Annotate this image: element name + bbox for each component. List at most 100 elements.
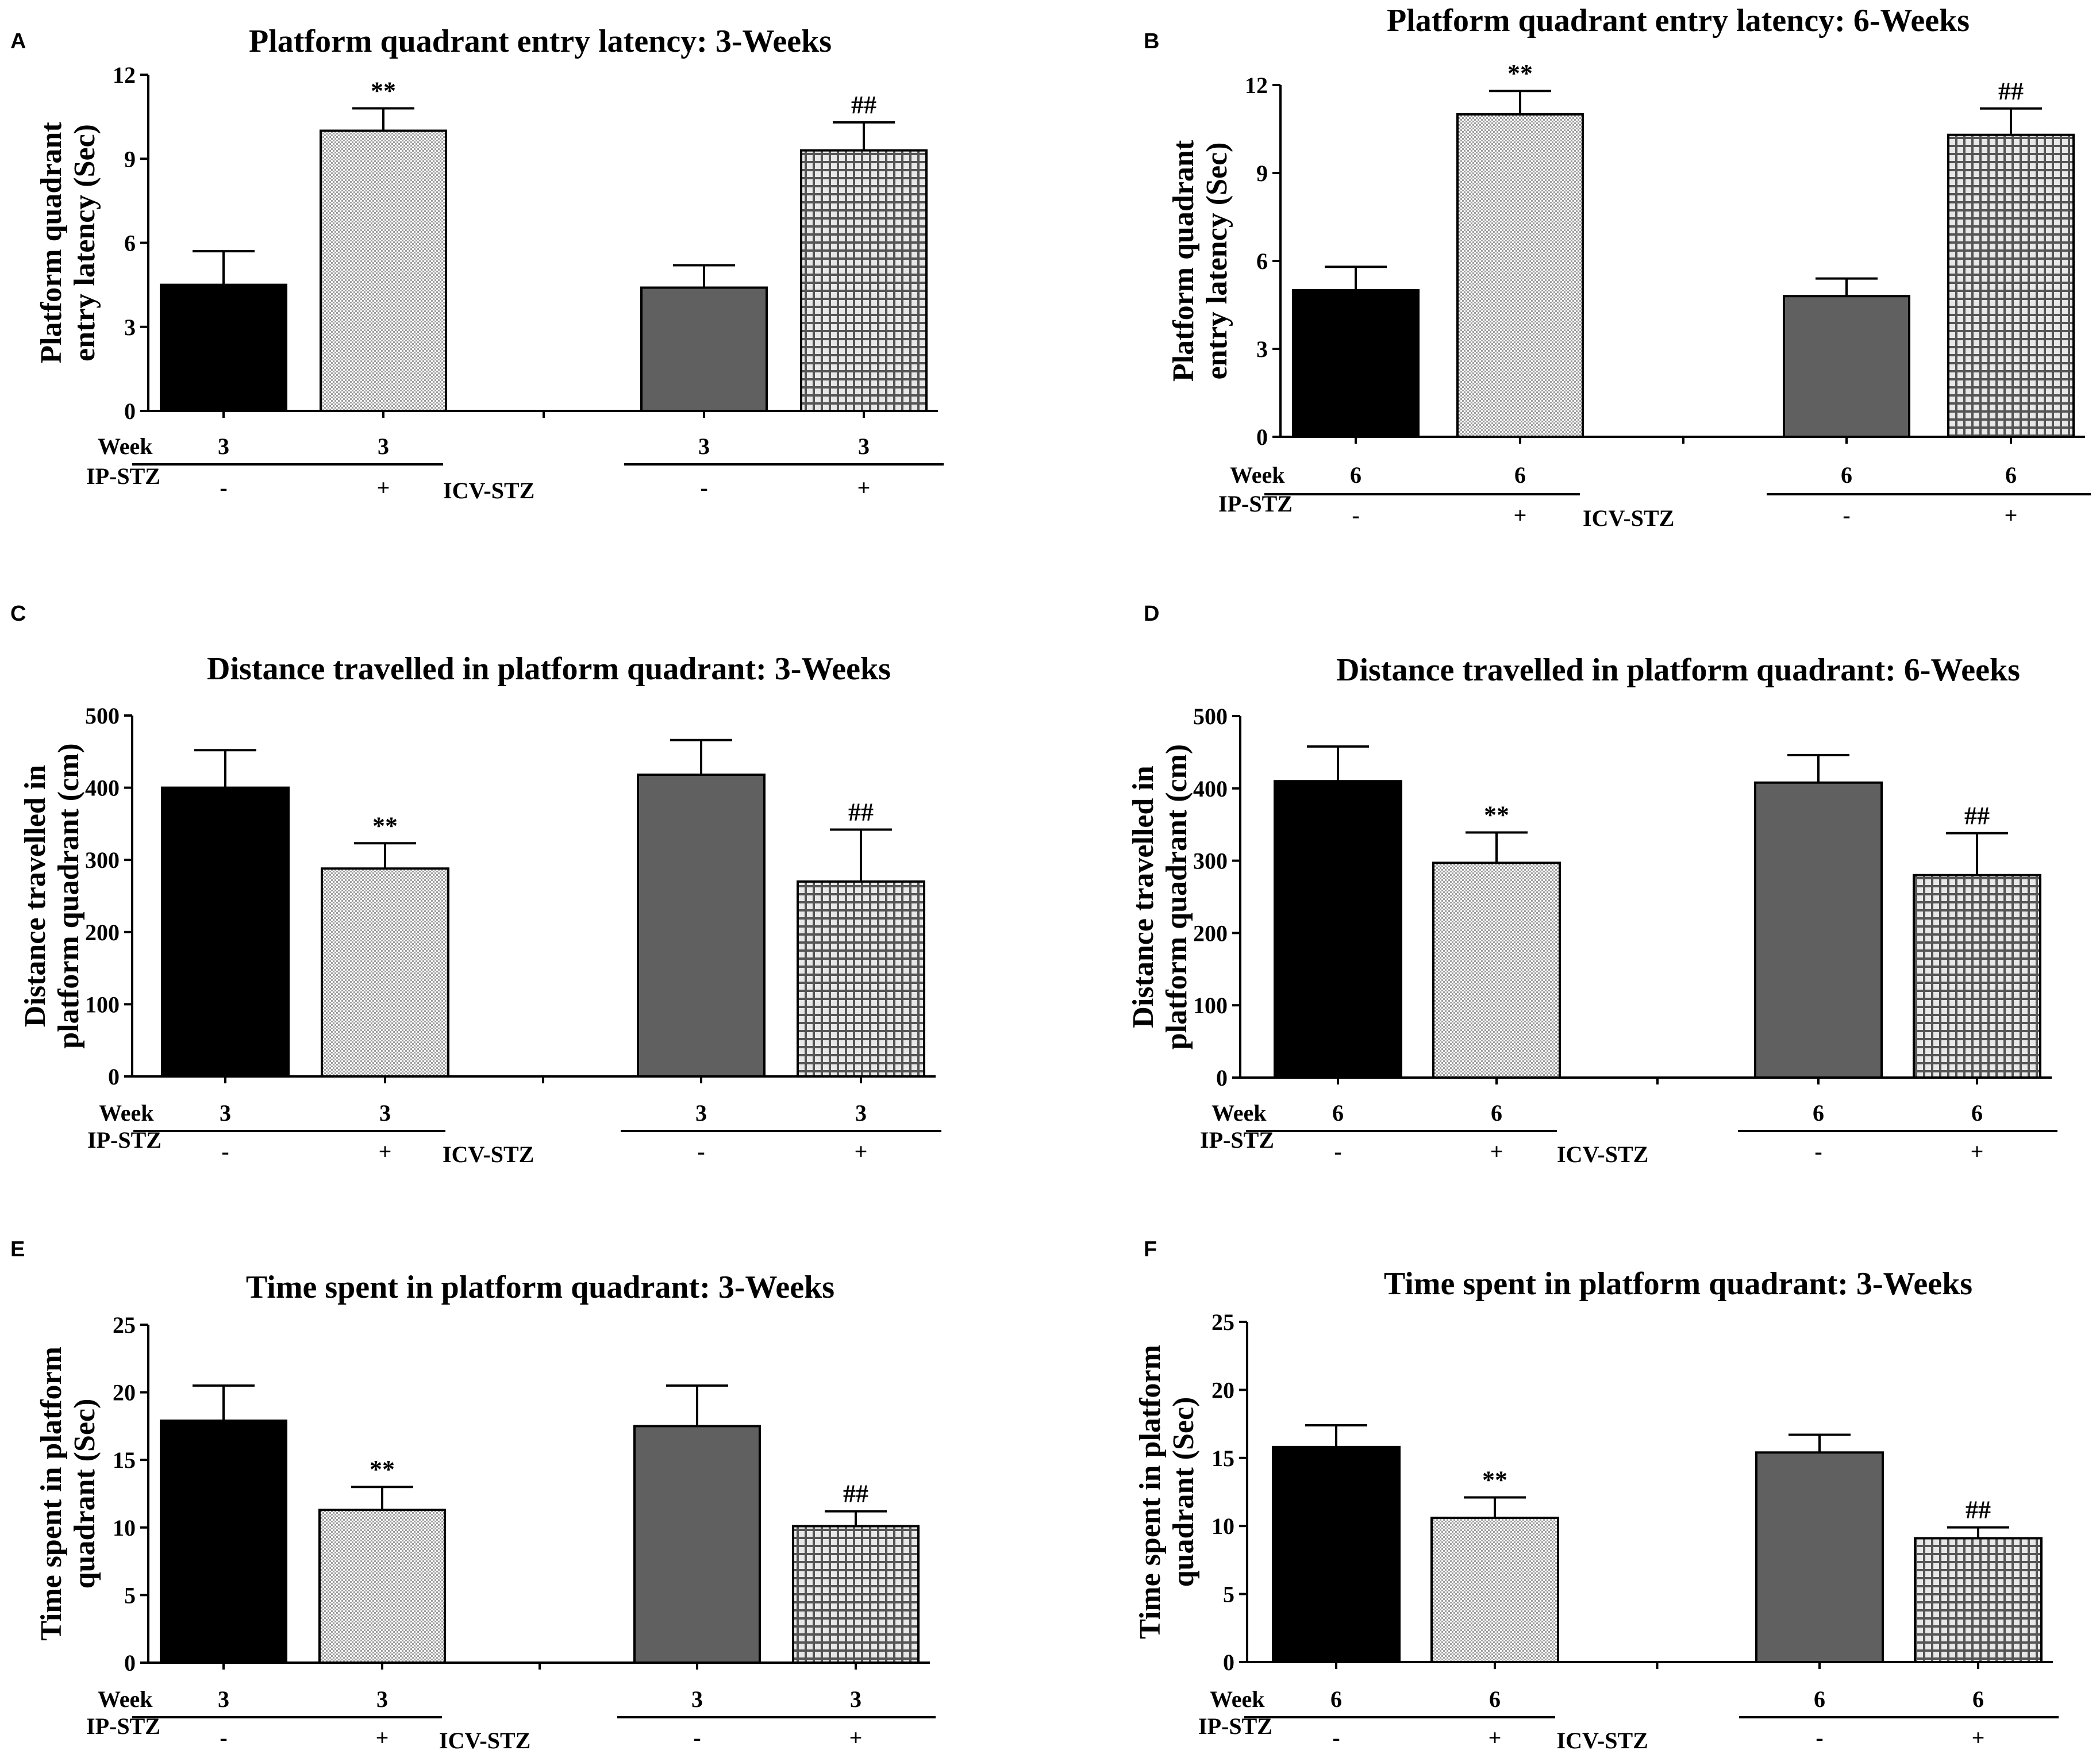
y-axis-label: Time spent in platformquadrant (Sec) xyxy=(1134,1345,1200,1639)
week-label: 6 xyxy=(1332,1100,1344,1126)
week-label: 6 xyxy=(1972,1686,1984,1712)
bar xyxy=(160,1419,287,1664)
y-tick-label: 6 xyxy=(124,230,136,256)
panel-a: A Platform quadrant entry latency: 3-Week… xyxy=(10,24,944,503)
treatment-label: + xyxy=(1489,1725,1502,1750)
row-label-week: Week xyxy=(98,433,153,459)
significance-label: ## xyxy=(1998,77,2024,105)
row-label-ip-stz: IP-STZ xyxy=(86,463,160,489)
bar xyxy=(318,1509,446,1664)
significance-label: ** xyxy=(371,77,396,105)
y-axis-label-line: entry latency (Sec) xyxy=(1201,143,1233,380)
row-label-icv-stz: ICV-STZ xyxy=(439,1728,530,1750)
treatment-label: - xyxy=(1352,502,1359,528)
y-tick-label: 10 xyxy=(113,1515,136,1541)
treatment-label: + xyxy=(379,1139,392,1164)
week-label: 3 xyxy=(691,1686,703,1712)
row-label-icv-stz: ICV-STZ xyxy=(1583,505,1674,531)
treatment-label: + xyxy=(1514,502,1527,528)
chart-title: Platform quadrant entry latency: 6-Weeks xyxy=(1387,3,1970,39)
panel-e: E Time spent in platform quadrant: 3-Week… xyxy=(10,1237,936,1750)
y-tick-label: 5 xyxy=(124,1582,136,1608)
bar xyxy=(633,1425,761,1664)
treatment-label: - xyxy=(697,1139,705,1164)
row-label-week: Week xyxy=(99,1100,154,1126)
row-label-icv-stz: ICV-STZ xyxy=(1557,1728,1648,1750)
significance-label: ## xyxy=(1964,802,1990,830)
y-tick-label: 400 xyxy=(85,775,120,801)
treatment-label: + xyxy=(2005,502,2018,528)
chart-title: Platform quadrant entry latency: 3-Weeks xyxy=(249,24,832,59)
y-tick-label: 200 xyxy=(1193,920,1228,946)
y-axis-label: Platform quadrantentry latency (Sec) xyxy=(1167,140,1233,382)
treatment-label: + xyxy=(857,475,871,501)
week-label: 3 xyxy=(378,433,389,459)
y-axis-label-line: Time spent in platform xyxy=(35,1347,68,1641)
week-label: 3 xyxy=(218,433,229,459)
treatment-label: - xyxy=(1843,502,1850,528)
treatment-label: - xyxy=(1816,1725,1823,1750)
bar xyxy=(1947,133,2075,438)
week-label: 3 xyxy=(218,1686,229,1712)
week-label: 3 xyxy=(379,1100,391,1126)
y-tick-label: 12 xyxy=(1245,72,1268,98)
y-tick-label: 300 xyxy=(1193,848,1228,874)
week-label: 6 xyxy=(1491,1100,1502,1126)
y-tick-label: 20 xyxy=(1211,1377,1234,1403)
week-label: 3 xyxy=(220,1100,231,1126)
week-label: 3 xyxy=(855,1100,867,1126)
y-tick-label: 20 xyxy=(113,1380,136,1406)
bar xyxy=(1430,1516,1559,1663)
row-label-week: Week xyxy=(1211,1100,1267,1126)
treatment-label: + xyxy=(1972,1725,1985,1750)
panel-letter: B xyxy=(1144,29,1159,53)
significance-label: ** xyxy=(1482,1466,1507,1494)
treatment-label: + xyxy=(855,1139,868,1164)
significance-label: ** xyxy=(370,1455,395,1483)
panel-letter: E xyxy=(10,1237,25,1261)
y-axis-label-line: Platform quadrant xyxy=(35,122,68,364)
row-label-week: Week xyxy=(1230,462,1285,488)
treatment-label: - xyxy=(221,1139,229,1164)
panel-c: C Distance travelled in platform quadrant… xyxy=(10,602,941,1167)
y-tick-label: 500 xyxy=(85,703,120,729)
y-axis-label-line: quadrant (Sec) xyxy=(68,1399,101,1589)
y-axis-label-line: platform quadrant (cm) xyxy=(1160,744,1193,1050)
row-label-icv-stz: ICV-STZ xyxy=(443,478,534,503)
treatment-label: - xyxy=(220,1725,227,1750)
significance-label: ## xyxy=(851,91,876,119)
y-tick-label: 0 xyxy=(1256,424,1268,450)
treatment-label: - xyxy=(1334,1139,1341,1164)
bar xyxy=(1456,113,1584,438)
y-axis-label-line: Time spent in platform xyxy=(1134,1345,1167,1639)
y-axis-label-line: quadrant (Sec) xyxy=(1167,1397,1200,1587)
y-tick-label: 10 xyxy=(1211,1513,1234,1539)
row-label-icv-stz: ICV-STZ xyxy=(1557,1141,1648,1167)
y-tick-label: 6 xyxy=(1256,248,1268,274)
significance-label: ** xyxy=(1507,59,1533,87)
treatment-label: - xyxy=(693,1725,701,1750)
bar xyxy=(800,149,928,412)
row-label-week: Week xyxy=(98,1686,153,1712)
y-axis-label: Distance travelled inplatform quadrant (… xyxy=(19,743,85,1049)
treatment-label: - xyxy=(1814,1139,1822,1164)
bar xyxy=(321,867,449,1078)
y-tick-label: 25 xyxy=(1211,1309,1234,1335)
week-label: 3 xyxy=(850,1686,861,1712)
week-label: 6 xyxy=(1514,462,1526,488)
y-axis-label: Time spent in platformquadrant (Sec) xyxy=(35,1347,101,1641)
bar xyxy=(792,1525,920,1664)
y-tick-label: 200 xyxy=(85,920,120,945)
bar xyxy=(1783,295,1910,439)
y-axis-label-line: Platform quadrant xyxy=(1167,140,1200,382)
y-tick-label: 9 xyxy=(124,146,136,172)
row-label-week: Week xyxy=(1210,1686,1265,1712)
y-tick-label: 0 xyxy=(124,398,136,424)
bar xyxy=(1755,1451,1884,1663)
bar xyxy=(161,786,290,1078)
treatment-label: + xyxy=(849,1725,863,1750)
panel-d: D Distance travelled in platform quadrant… xyxy=(1127,602,2057,1167)
chart-title: Time spent in platform quadrant: 3-Weeks xyxy=(246,1270,834,1305)
treatment-label: - xyxy=(1332,1725,1340,1750)
bar xyxy=(1432,861,1561,1079)
